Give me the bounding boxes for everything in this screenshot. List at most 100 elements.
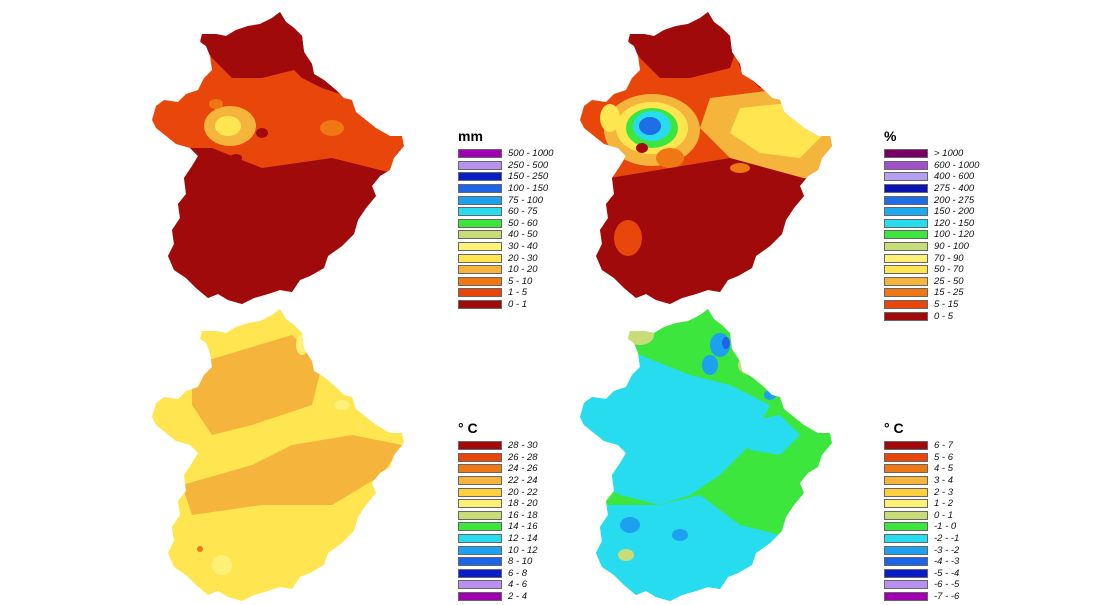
legend-entry: 28 - 30 [458,440,538,452]
legend-label: 20 - 30 [508,252,538,264]
legend-label: 22 - 24 [508,475,538,487]
legend-swatch [458,476,502,486]
legend-label: -3 - -2 [934,544,960,556]
legend-label: -6 - -5 [934,579,960,591]
legend-entry: 0 - 1 [458,299,553,311]
legend-label: 1 - 2 [934,498,954,510]
legend-entry: 4 - 5 [884,463,959,475]
legend-label: 50 - 60 [508,217,538,229]
mean-temperature-legend: ° C 28 - 30 26 - 28 24 - 26 22 - 24 20 - 22 1… [458,420,538,602]
legend-entry: 24 - 26 [458,463,538,475]
legend-entry: -7 - -6 [884,591,959,603]
legend-label: -2 - -1 [934,533,960,545]
legend-label: 12 - 14 [508,533,538,545]
legend-swatch [458,207,502,217]
legend-label: 50 - 70 [934,264,964,276]
legend-swatch [884,300,928,310]
legend-label: 275 - 400 [934,183,975,195]
legend-entry: 75 - 100 [458,194,553,206]
legend-swatch [458,545,502,555]
legend-swatch [884,276,928,286]
legend-swatch [458,230,502,240]
legend-entry: -3 - -2 [884,544,959,556]
legend-swatch [884,149,928,159]
legend-entry: 14 - 16 [458,521,538,533]
legend-swatch [884,499,928,509]
legend-swatch [884,218,928,228]
legend-entry: 60 - 75 [458,206,553,218]
legend-label: 5 - 6 [934,451,954,463]
legend-swatch [884,195,928,205]
legend-label: 75 - 100 [508,194,543,206]
legend-swatch [458,464,502,474]
legend-entry: 15 - 25 [884,287,979,299]
legend-label: 3 - 4 [934,475,954,487]
legend-swatch [458,522,502,532]
legend-swatch [884,172,928,182]
legend-swatch [458,184,502,194]
legend-swatch [458,557,502,567]
legend-entry: 12 - 14 [458,533,538,545]
precipitation-legend: mm 500 - 1000 250 - 500 150 - 250 100 - 150… [458,128,553,310]
legend-swatch [458,242,502,252]
legend-entry: 150 - 250 [458,171,553,183]
legend-entry: 25 - 50 [884,276,979,288]
legend-label: -5 - -4 [934,567,960,579]
legend-entry: 250 - 500 [458,160,553,172]
legend-entry: 4 - 6 [458,579,538,591]
legend-entry: 150 - 200 [884,206,979,218]
legend-label: 26 - 28 [508,451,538,463]
legend-label: 40 - 50 [508,229,538,241]
legend-swatch [884,452,928,462]
legend-label: 100 - 120 [934,229,975,241]
legend-entry: 5 - 15 [884,299,979,311]
legend-swatch [458,510,502,520]
legend-entry: 400 - 600 [884,171,979,183]
legend-label: 400 - 600 [934,171,975,183]
legend-swatch [884,568,928,578]
legend-entry: 18 - 20 [458,498,538,510]
legend-swatch [884,184,928,194]
legend-label: 90 - 100 [934,241,969,253]
legend-label: 60 - 75 [508,206,538,218]
legend-swatch [884,522,928,532]
legend-swatch [458,253,502,263]
temperature-anomaly-legend-title: ° C [884,420,904,436]
legend-entry: -2 - -1 [884,533,959,545]
legend-label: 250 - 500 [508,159,549,171]
legend-entry: 100 - 120 [884,229,979,241]
legend-entry: 6 - 7 [884,440,959,452]
precipitation-map [152,12,404,304]
legend-entry: 1 - 5 [458,287,553,299]
legend-label: 200 - 275 [934,194,975,206]
legend-entry: 2 - 4 [458,591,538,603]
precipitation-percent-legend: % > 1000 600 - 1000 400 - 600 275 - 400 200 … [884,128,979,322]
legend-entry: -6 - -5 [884,579,959,591]
legend-entry: 275 - 400 [884,183,979,195]
legend-swatch [884,580,928,590]
legend-label: > 1000 [934,148,964,160]
legend-entry: 10 - 12 [458,544,538,556]
legend-swatch [458,580,502,590]
legend-swatch [884,487,928,497]
legend-entry: 5 - 6 [884,452,959,464]
legend-label: 8 - 10 [508,556,533,568]
legend-label: 120 - 150 [934,217,975,229]
legend-label: -4 - -3 [934,556,960,568]
legend-swatch [458,218,502,228]
legend-label: 150 - 250 [508,171,549,183]
legend-label: 70 - 90 [934,252,964,264]
legend-label: 24 - 26 [508,463,538,475]
legend-swatch [884,311,928,321]
legend-swatch [884,160,928,170]
legend-label: 2 - 3 [934,486,954,498]
legend-entry: > 1000 [884,148,979,160]
legend-entry: 70 - 90 [884,252,979,264]
legend-entry: 50 - 70 [884,264,979,276]
legend-swatch [884,288,928,298]
legend-swatch [458,265,502,275]
legend-swatch [458,288,502,298]
legend-entry: 30 - 40 [458,241,553,253]
legend-entry: 90 - 100 [884,241,979,253]
